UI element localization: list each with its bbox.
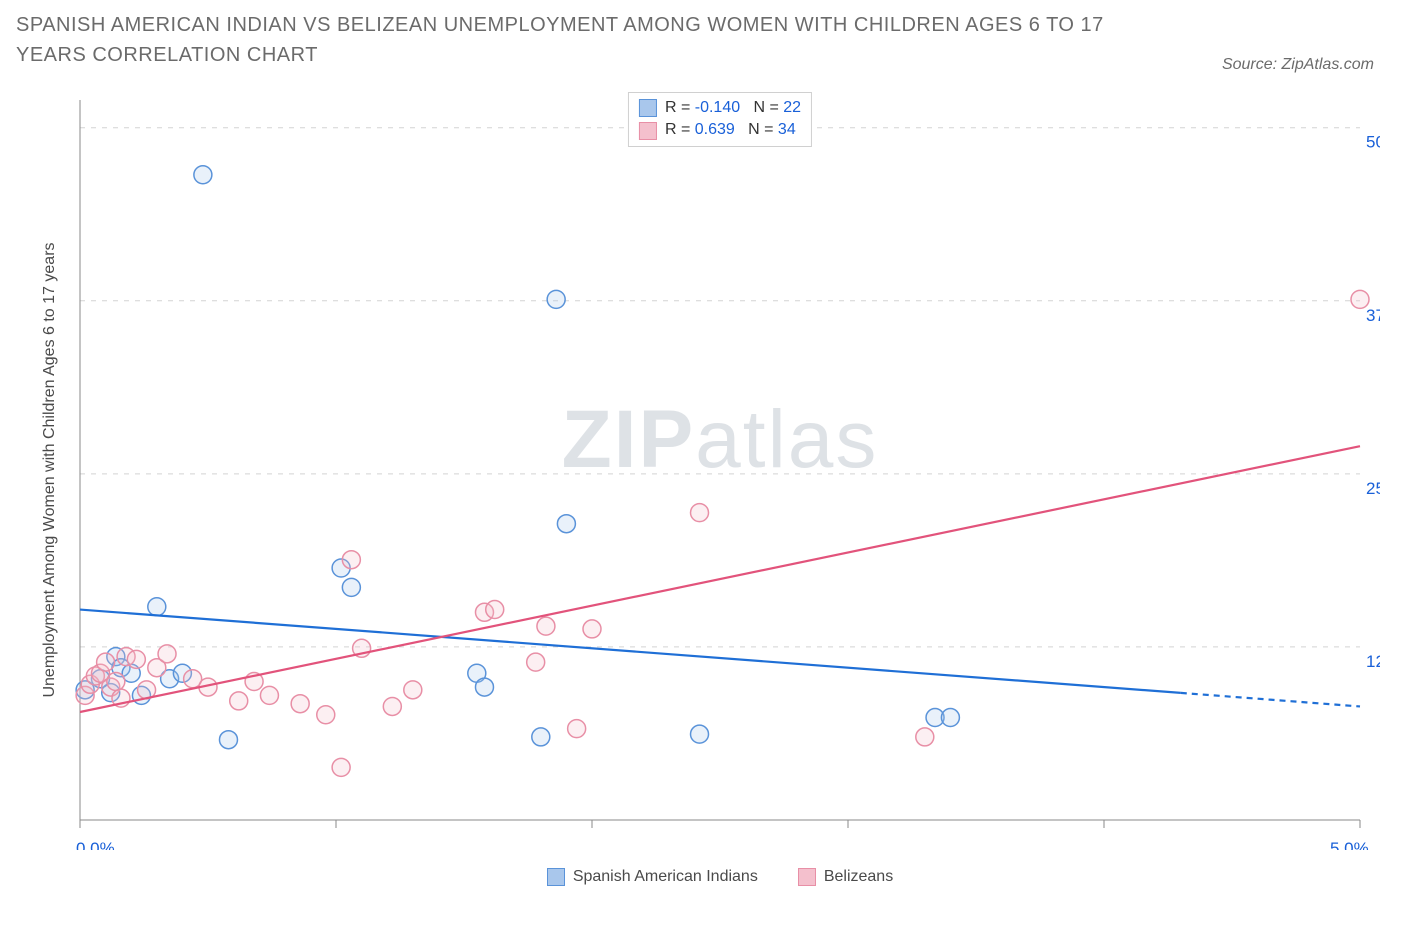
legend-swatch [547, 868, 565, 886]
legend-series-item: Belizeans [798, 868, 893, 886]
legend-series-label: Spanish American Indians [573, 868, 758, 886]
svg-text:12.5%: 12.5% [1366, 652, 1380, 671]
legend-series-item: Spanish American Indians [547, 868, 758, 886]
svg-text:25.0%: 25.0% [1366, 479, 1380, 498]
svg-text:50.0%: 50.0% [1366, 133, 1380, 152]
source-label: Source: ZipAtlas.com [1222, 56, 1374, 74]
svg-text:5.0%: 5.0% [1330, 839, 1369, 850]
legend-swatch [639, 99, 657, 117]
legend-swatch [639, 122, 657, 140]
svg-text:0.0%: 0.0% [76, 839, 115, 850]
legend-stat-text: R = -0.140 N = 22 [665, 97, 801, 119]
legend-stat-row: R = 0.639 N = 34 [639, 119, 801, 141]
legend-stat-text: R = 0.639 N = 34 [665, 119, 796, 141]
legend-stat-row: R = -0.140 N = 22 [639, 97, 801, 119]
legend-series: Spanish American Indians Belizeans [60, 868, 1380, 886]
legend-swatch [798, 868, 816, 886]
legend-stats: R = -0.140 N = 22R = 0.639 N = 34 [628, 92, 812, 147]
plot-area: Unemployment Among Women with Children A… [60, 90, 1380, 850]
y-axis-label: Unemployment Among Women with Children A… [41, 242, 59, 697]
legend-series-label: Belizeans [824, 868, 893, 886]
scatter-chart-svg: 12.5% 25.0% 37.5% 50.0% 0.0% 5.0% [60, 90, 1380, 850]
svg-text:37.5%: 37.5% [1366, 306, 1380, 325]
chart-title: SPANISH AMERICAN INDIAN VS BELIZEAN UNEM… [16, 10, 1116, 70]
